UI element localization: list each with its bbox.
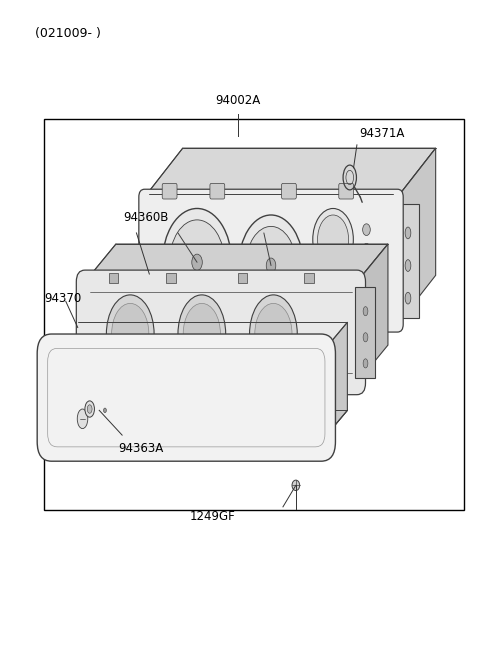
Ellipse shape [104,408,107,413]
Ellipse shape [318,268,353,322]
Text: 94363A: 94363A [118,441,164,455]
FancyBboxPatch shape [210,183,225,199]
Ellipse shape [318,215,348,264]
Ellipse shape [112,303,149,365]
FancyBboxPatch shape [37,334,336,461]
Text: (021009- ): (021009- ) [35,28,101,41]
Ellipse shape [255,303,292,365]
Bar [44,119,464,510]
Ellipse shape [363,333,368,342]
Ellipse shape [292,480,300,491]
Ellipse shape [363,282,370,294]
Bar [238,273,247,283]
Polygon shape [144,148,436,197]
Ellipse shape [405,292,411,304]
Ellipse shape [169,220,225,305]
Polygon shape [85,244,388,282]
Ellipse shape [322,274,349,315]
Ellipse shape [250,295,297,373]
Ellipse shape [239,215,303,316]
Ellipse shape [363,307,368,316]
Ellipse shape [87,405,92,413]
Bar [304,273,314,283]
Ellipse shape [178,295,226,373]
Ellipse shape [313,208,353,271]
Ellipse shape [192,254,202,271]
Bar [300,375,308,383]
Polygon shape [397,148,436,324]
Ellipse shape [363,224,370,236]
Ellipse shape [246,227,296,305]
Text: 94360B: 94360B [123,212,168,225]
FancyBboxPatch shape [162,183,177,199]
Text: 94371A: 94371A [360,127,405,140]
FancyBboxPatch shape [139,189,403,332]
Ellipse shape [107,295,154,373]
FancyBboxPatch shape [339,183,354,199]
Ellipse shape [162,208,232,316]
Text: 94002A: 94002A [215,94,260,107]
Ellipse shape [363,359,368,368]
Ellipse shape [405,227,411,239]
Ellipse shape [183,303,220,365]
Polygon shape [321,322,348,441]
Ellipse shape [405,259,411,271]
Polygon shape [393,204,419,318]
Ellipse shape [363,244,370,255]
Ellipse shape [266,258,276,273]
Polygon shape [355,287,375,378]
Bar [109,273,118,283]
FancyBboxPatch shape [281,183,296,199]
Polygon shape [51,410,348,441]
Ellipse shape [363,263,370,274]
Text: 94370: 94370 [44,291,82,305]
FancyBboxPatch shape [76,270,365,395]
Ellipse shape [85,401,95,417]
Polygon shape [144,197,397,324]
Text: 1249GF: 1249GF [190,510,236,523]
Polygon shape [357,244,388,383]
Ellipse shape [77,409,88,428]
Bar [214,375,222,383]
Bar [166,273,176,283]
Bar [128,375,136,383]
